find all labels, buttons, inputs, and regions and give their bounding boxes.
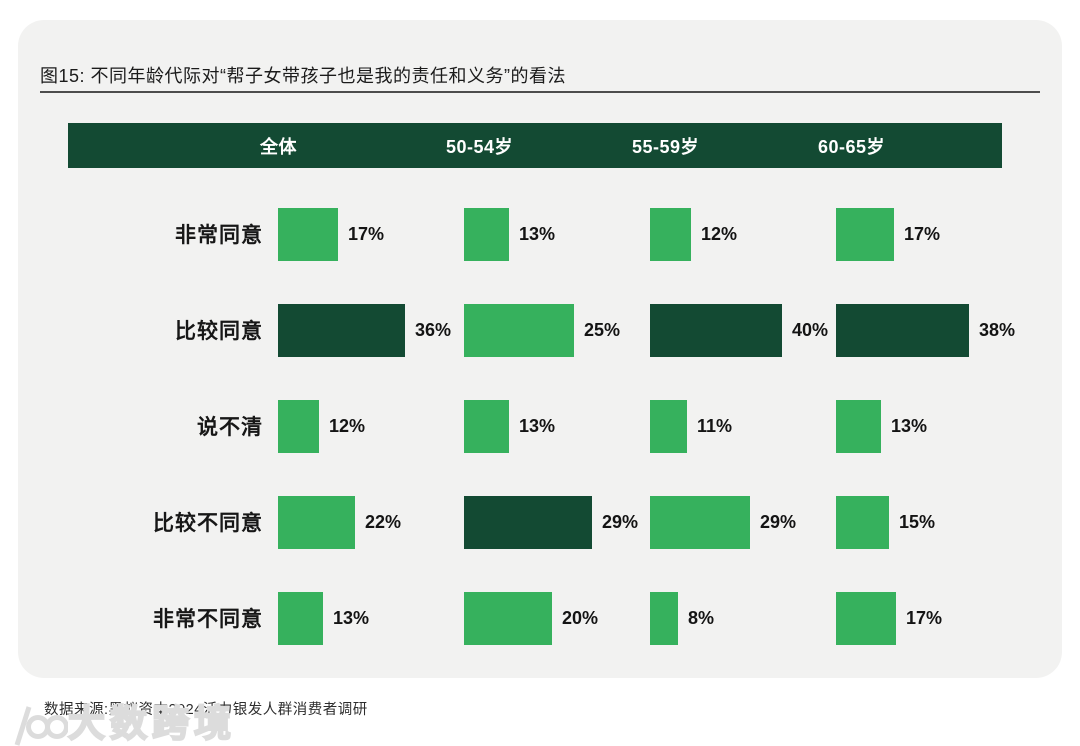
bar-light-green xyxy=(278,591,323,645)
bar-light-green xyxy=(464,399,509,453)
row-label: 比较同意 xyxy=(175,320,263,343)
value-label: 12% xyxy=(701,223,738,244)
value-label: 38% xyxy=(979,319,1016,340)
bar-dark-green xyxy=(464,495,592,549)
bar-light-green xyxy=(464,591,552,645)
value-label: 17% xyxy=(348,223,385,244)
value-label: 15% xyxy=(899,511,936,532)
value-label: 13% xyxy=(519,415,556,436)
column-header-50-54: 50-54岁 xyxy=(446,136,514,157)
bar-cell: 17% xyxy=(836,591,1022,645)
chart-title: 图15: 不同年龄代际对“帮子女带孩子也是我的责任和义务”的看法 xyxy=(40,66,567,86)
bar-cell: 12% xyxy=(650,207,836,261)
row-label: 比较不同意 xyxy=(153,512,263,535)
column-header-total: 全体 xyxy=(260,136,297,157)
bar-cell: 36% xyxy=(278,303,464,357)
table-row: 说不清 12% 13% 11% 13% xyxy=(40,378,1040,474)
bar-light-green xyxy=(278,399,319,453)
bar-cell: 13% xyxy=(836,399,1022,453)
value-label: 17% xyxy=(906,607,943,628)
bar-light-green xyxy=(650,591,678,645)
row-label: 说不清 xyxy=(197,416,263,439)
bar-light-green xyxy=(836,399,881,453)
bar-cell: 12% xyxy=(278,399,464,453)
value-label: 13% xyxy=(891,415,928,436)
table-row: 非常不同意 13% 20% 8% 17% xyxy=(40,570,1040,666)
bar-cell: 8% xyxy=(650,591,836,645)
bar-cell: 17% xyxy=(836,207,1022,261)
bar-light-green xyxy=(650,399,687,453)
bar-cell: 15% xyxy=(836,495,1022,549)
bar-cell: 20% xyxy=(464,591,650,645)
title-divider xyxy=(40,91,1040,93)
bar-light-green xyxy=(278,207,338,261)
bar-light-green xyxy=(278,495,355,549)
bar-cell: 38% xyxy=(836,303,1022,357)
value-label: 22% xyxy=(365,511,402,532)
value-label: 12% xyxy=(329,415,366,436)
bar-light-green xyxy=(836,495,889,549)
chart-rows: 非常同意 17% 13% 12% 17% 比较同意 36% 25% 40% 38% 说不清 12% 13… xyxy=(40,186,1040,666)
bar-cell: 29% xyxy=(464,495,650,549)
bar-light-green xyxy=(464,207,509,261)
bar-cell: 25% xyxy=(464,303,650,357)
watermark: 大数跨境 xyxy=(8,703,236,746)
bar-cell: 29% xyxy=(650,495,836,549)
bar-cell: 11% xyxy=(650,399,836,453)
bar-cell: 13% xyxy=(464,207,650,261)
value-label: 13% xyxy=(519,223,556,244)
bar-light-green xyxy=(836,207,894,261)
bar-cell: 13% xyxy=(464,399,650,453)
bar-cell: 17% xyxy=(278,207,464,261)
watermark-logo-icon xyxy=(8,704,69,746)
data-source-note: 数据来源:黑蚁资本2024活力银发人群消费者调研 xyxy=(44,702,368,718)
watermark-text: 大数跨境 xyxy=(67,703,236,745)
bar-dark-green xyxy=(836,303,969,357)
column-header-bar: 全体 50-54岁 55-59岁 60-65岁 xyxy=(68,123,1002,168)
bar-light-green xyxy=(464,303,574,357)
column-header-60-65: 60-65岁 xyxy=(818,136,886,157)
table-row: 非常同意 17% 13% 12% 17% xyxy=(40,186,1040,282)
value-label: 8% xyxy=(688,607,715,628)
value-label: 11% xyxy=(697,415,733,436)
value-label: 40% xyxy=(792,319,829,340)
bar-cell: 22% xyxy=(278,495,464,549)
row-label: 非常同意 xyxy=(175,224,263,247)
column-header-55-59: 55-59岁 xyxy=(632,136,700,157)
bar-light-green xyxy=(836,591,896,645)
row-label: 非常不同意 xyxy=(153,608,263,631)
table-row: 比较同意 36% 25% 40% 38% xyxy=(40,282,1040,378)
bar-dark-green xyxy=(278,303,405,357)
chart-card: 图15: 不同年龄代际对“帮子女带孩子也是我的责任和义务”的看法 全体 50-5… xyxy=(18,20,1062,678)
table-row: 比较不同意 22% 29% 29% 15% xyxy=(40,474,1040,570)
value-label: 29% xyxy=(760,511,797,532)
bar-light-green xyxy=(650,495,750,549)
value-label: 29% xyxy=(602,511,639,532)
value-label: 13% xyxy=(333,607,370,628)
value-label: 36% xyxy=(415,319,452,340)
bar-cell: 40% xyxy=(650,303,836,357)
bar-dark-green xyxy=(650,303,782,357)
value-label: 25% xyxy=(584,319,621,340)
value-label: 17% xyxy=(904,223,941,244)
bar-light-green xyxy=(650,207,691,261)
value-label: 20% xyxy=(562,607,599,628)
bar-cell: 13% xyxy=(278,591,464,645)
